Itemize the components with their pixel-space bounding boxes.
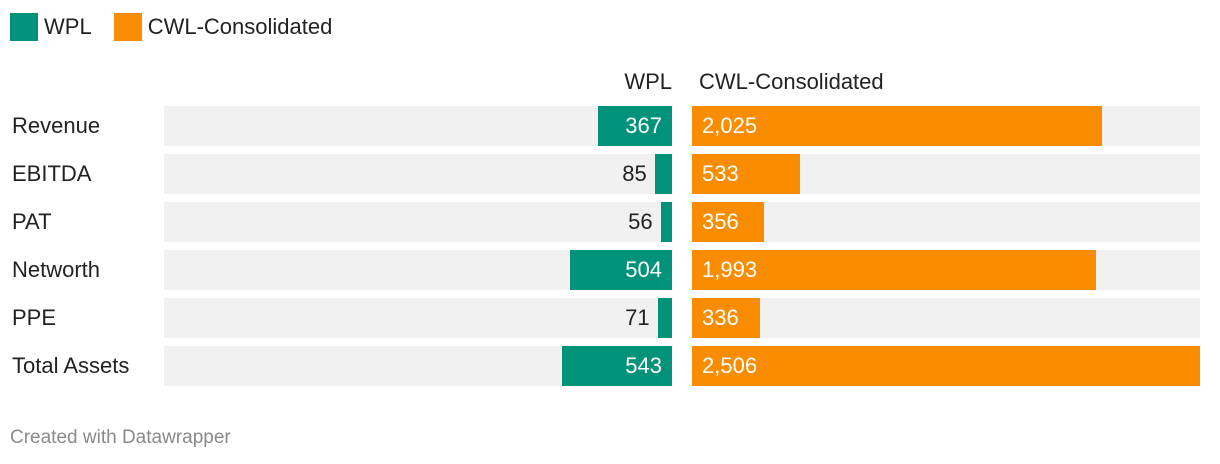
chart-row: Revenue 367 2,025 (0, 106, 1220, 146)
bar-wpl (657, 298, 672, 338)
data-label-cwl: 1,993 (702, 257, 758, 282)
bar-wpl (654, 154, 672, 194)
bar-track-cwl: 2,025 (692, 106, 1200, 146)
bar-cwl (692, 346, 1200, 386)
data-label-cwl: 336 (702, 305, 739, 330)
data-label-wpl: 367 (625, 113, 662, 138)
chart-row: Total Assets 543 2,506 (0, 346, 1220, 386)
bar-track-wpl: 56 (164, 202, 672, 242)
data-label-wpl: 85 (622, 161, 647, 186)
bar-cwl (692, 106, 1103, 146)
category-label: Revenue (12, 113, 101, 138)
data-label-wpl: 71 (625, 305, 650, 330)
chart-row: PPE 71 336 (0, 298, 1220, 338)
column-header-cwl: CWL-Consolidated (699, 69, 884, 94)
legend-item-wpl: WPL (10, 13, 92, 41)
column-header-wpl: WPL (624, 69, 672, 94)
bar-track-cwl: 533 (692, 154, 1200, 194)
bar-cwl (692, 202, 765, 242)
category-label: Total Assets (12, 353, 130, 378)
data-label-wpl: 504 (625, 257, 662, 282)
bar-track-wpl: 85 (164, 154, 672, 194)
data-label-wpl: 543 (625, 353, 662, 378)
bar-track-cwl: 2,506 (692, 346, 1200, 386)
legend-swatch-wpl (10, 13, 38, 41)
bar-cwl (692, 154, 801, 194)
data-label-wpl: 56 (628, 209, 653, 234)
bar-track-wpl: 504 (164, 250, 672, 290)
data-label-cwl: 2,025 (702, 113, 758, 138)
legend-label-cwl: CWL-Consolidated (147, 14, 333, 39)
chart-legend: WPL CWL-Consolidated (10, 12, 354, 42)
data-label-cwl: 533 (702, 161, 739, 186)
bar-wpl (597, 106, 672, 146)
category-label: PAT (12, 209, 52, 234)
chart-row: EBITDA 85 533 (0, 154, 1220, 194)
category-label: Networth (12, 257, 101, 282)
bar-track-cwl: 356 (692, 202, 1200, 242)
legend-item-cwl: CWL-Consolidated (113, 13, 333, 41)
bar-wpl (561, 346, 672, 386)
data-label-cwl: 356 (702, 209, 739, 234)
bar-track-wpl: 543 (164, 346, 672, 386)
chart-row: PAT 56 356 (0, 202, 1220, 242)
category-label: PPE (12, 305, 57, 330)
legend-label-wpl: WPL (44, 14, 92, 39)
bar-wpl (569, 250, 672, 290)
bar-track-cwl: 336 (692, 298, 1200, 338)
category-label: EBITDA (12, 161, 92, 186)
bar-track-wpl: 71 (164, 298, 672, 338)
bar-wpl (660, 202, 672, 242)
attribution-footer: Created with Datawrapper (10, 427, 231, 448)
bar-cwl (692, 250, 1096, 290)
bar-cwl (692, 298, 761, 338)
legend-swatch-cwl (113, 13, 142, 41)
chart-row: Networth 504 1,993 (0, 250, 1220, 290)
bar-track-cwl: 1,993 (692, 250, 1200, 290)
data-label-cwl: 2,506 (702, 353, 758, 378)
bar-track-wpl: 367 (164, 106, 672, 146)
